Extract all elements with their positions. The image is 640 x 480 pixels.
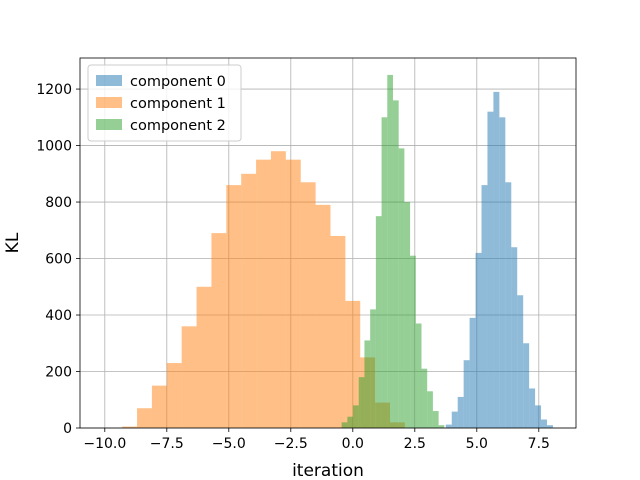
histogram-bar	[505, 182, 512, 428]
bars-layer	[122, 74, 553, 429]
histogram-bar	[387, 74, 393, 428]
histogram-bar	[270, 151, 286, 428]
x-tick-label: 5.0	[466, 436, 488, 452]
x-tick-label: −5.0	[212, 436, 246, 452]
y-tick-label: 800	[45, 195, 72, 211]
histogram-bar	[487, 111, 494, 428]
legend: component 0 component 1 component 2	[87, 64, 242, 142]
legend-swatch	[96, 75, 122, 86]
histogram-bar	[341, 422, 348, 428]
legend-label: component 1	[130, 96, 226, 112]
histogram-bar	[347, 416, 354, 428]
y-tick-label: 400	[45, 308, 72, 324]
histogram-bar	[392, 100, 399, 429]
histogram-bar	[546, 425, 553, 428]
histogram-bar	[285, 159, 301, 428]
x-tick-label: 0.0	[342, 436, 364, 452]
histogram-bar	[541, 419, 547, 428]
histogram-bar	[375, 216, 382, 428]
y-axis-label: KL	[3, 232, 23, 253]
histogram-bar	[415, 323, 422, 428]
histogram-bar	[353, 405, 359, 428]
histogram-bar	[151, 385, 167, 428]
histogram-bar	[241, 173, 257, 428]
histogram-bar	[410, 255, 416, 428]
x-tick-label: 7.5	[528, 436, 550, 452]
histogram-bar	[499, 117, 506, 428]
histogram-bar	[427, 391, 433, 428]
histogram-bar	[364, 340, 371, 428]
histogram-bar	[535, 405, 542, 428]
histogram-bar	[469, 317, 476, 428]
histogram-bar	[511, 247, 518, 428]
histogram-bar	[438, 425, 445, 428]
legend-label: component 2	[130, 118, 226, 134]
histogram-bar	[432, 411, 439, 428]
series-0-bars	[445, 91, 553, 428]
series-2-bars	[341, 74, 445, 429]
legend-box	[87, 64, 242, 142]
histogram-bar	[475, 252, 482, 428]
histogram-bar	[256, 159, 271, 428]
x-tick-label: 2.5	[404, 436, 426, 452]
histogram-bar	[463, 360, 470, 428]
histogram-bar	[315, 204, 331, 428]
x-axis-label: iteration	[292, 461, 364, 480]
y-tick-label: 1200	[36, 82, 72, 98]
histogram-bar	[300, 182, 316, 428]
histogram-bar	[196, 286, 212, 428]
x-tick-label: −10.0	[83, 436, 126, 452]
histogram-bar	[358, 377, 365, 428]
histogram-bar	[181, 326, 197, 428]
legend-label: component 0	[130, 74, 226, 90]
histogram-bar	[211, 233, 227, 428]
histogram-bar	[404, 202, 411, 428]
histogram-bar	[421, 368, 428, 428]
ticks-layer: −10.0 −7.5 −5.0 −2.5 0.0 2.5 5.0 7.5 0 200 400 600 8…	[36, 82, 550, 452]
x-tick-label: −2.5	[274, 436, 308, 452]
histogram-bar	[481, 185, 488, 428]
histogram-bar	[529, 388, 536, 428]
y-tick-label: 600	[45, 252, 72, 268]
histogram-bar	[381, 117, 388, 428]
histogram-bar	[523, 343, 530, 428]
histogram-bar	[137, 408, 152, 428]
plot-frame	[79, 57, 577, 429]
legend-swatch	[96, 97, 122, 108]
y-tick-label: 0	[63, 421, 72, 437]
histogram-bar	[493, 91, 500, 428]
legend-swatch	[96, 119, 122, 130]
histogram-bar	[226, 185, 242, 428]
histogram-bar	[330, 235, 346, 428]
histogram-bar	[445, 424, 452, 428]
y-tick-label: 200	[45, 365, 72, 381]
histogram-bar	[122, 426, 138, 428]
histogram-bar	[345, 300, 361, 428]
y-tick-label: 1000	[36, 139, 72, 155]
histogram-bar	[457, 396, 464, 428]
histogram-bar	[451, 411, 458, 428]
x-tick-label: −7.5	[150, 436, 184, 452]
series-1-bars	[122, 151, 405, 428]
histogram-bar	[166, 363, 182, 428]
histogram-bar	[398, 148, 405, 428]
histogram-bar	[370, 309, 376, 428]
histogram-bar	[517, 295, 524, 428]
